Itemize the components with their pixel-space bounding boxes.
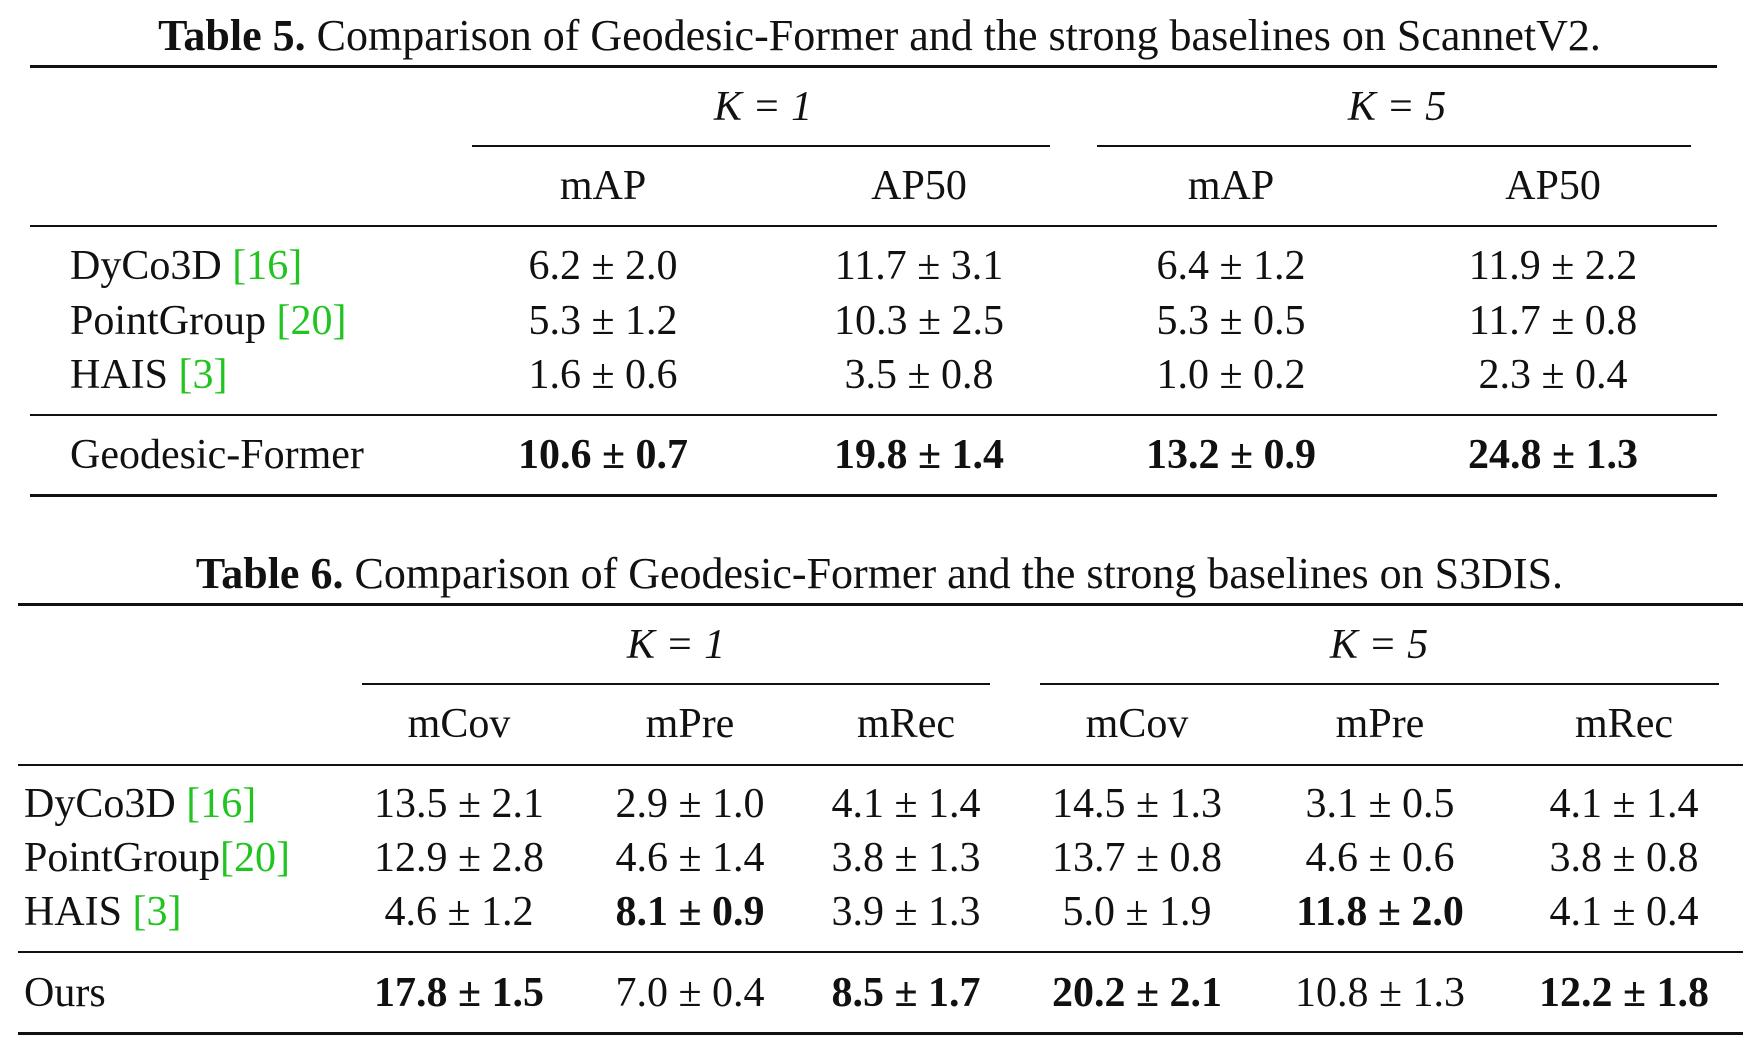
table5-row-method: HAIS [3] bbox=[70, 354, 228, 396]
table5-row-method: DyCo3D [16] bbox=[70, 245, 302, 287]
table6-cell: 5.0 ± 1.9 bbox=[1062, 889, 1212, 935]
table5-group-k5: K = 5 bbox=[1347, 84, 1447, 130]
table5-ours-cell: 19.8 ± 1.4 bbox=[833, 432, 1005, 478]
table6-ours-cell: 10.8 ± 1.3 bbox=[1294, 970, 1466, 1016]
table6-col-header: mPre bbox=[1335, 701, 1425, 747]
table6-bottom-rule bbox=[18, 1032, 1743, 1035]
citation-link[interactable]: [3] bbox=[178, 352, 228, 398]
table6-cell: 4.6 ± 1.2 bbox=[384, 889, 534, 935]
table5-cell: 1.6 ± 0.6 bbox=[528, 352, 678, 398]
table5-caption-text: Comparison of Geodesic-Former and the st… bbox=[316, 11, 1601, 60]
method-name: DyCo3D bbox=[70, 243, 222, 289]
table6-label: Table 6. bbox=[195, 549, 344, 598]
table6-col-header: mRec bbox=[857, 701, 955, 747]
table6-top-rule bbox=[18, 603, 1743, 606]
table6-caption-text: Comparison of Geodesic-Former and the st… bbox=[354, 549, 1564, 598]
table6-col-header: mCov bbox=[1085, 701, 1189, 747]
table5-header-rule bbox=[30, 225, 1717, 227]
table5-row-method: PointGroup [20] bbox=[70, 300, 347, 342]
table5-cmidrule-k5 bbox=[1097, 145, 1691, 147]
table5-cell: 5.3 ± 1.2 bbox=[528, 298, 678, 344]
table6-cell: 4.6 ± 1.4 bbox=[615, 835, 765, 881]
method-name: PointGroup bbox=[24, 835, 221, 881]
table5-cmidrule-k1 bbox=[472, 145, 1050, 147]
table6-cmidrule-k1 bbox=[362, 683, 990, 685]
table6-cell: 4.1 ± 0.4 bbox=[1549, 889, 1699, 935]
table6-ours-cell-best: 20.2 ± 2.1 bbox=[1051, 970, 1223, 1016]
table5-cell: 11.7 ± 0.8 bbox=[1468, 298, 1638, 344]
method-name: PointGroup bbox=[70, 298, 267, 344]
table5-col-header: AP50 bbox=[871, 163, 967, 209]
table5-ours-cell: 24.8 ± 1.3 bbox=[1467, 432, 1639, 478]
table6-ours-cell-best: 12.2 ± 1.8 bbox=[1538, 970, 1710, 1016]
table5-group-k1: K = 1 bbox=[713, 84, 813, 130]
table6-cell: 3.8 ± 0.8 bbox=[1549, 835, 1699, 881]
table6-cmidrule-k5 bbox=[1040, 683, 1719, 685]
table6-row-method: HAIS [3] bbox=[24, 891, 182, 933]
table6-group-k5: K = 5 bbox=[1329, 622, 1429, 668]
table6-mid-rule bbox=[18, 951, 1743, 953]
table6-header-rule bbox=[18, 764, 1743, 766]
table6-ours-cell-best: 8.5 ± 1.7 bbox=[831, 970, 981, 1016]
method-name: HAIS bbox=[24, 889, 123, 935]
table5-top-rule bbox=[30, 65, 1717, 68]
table6-row-method: DyCo3D [16] bbox=[24, 783, 256, 825]
table6-cell: 14.5 ± 1.3 bbox=[1051, 781, 1223, 827]
table6-cell: 2.9 ± 1.0 bbox=[615, 781, 765, 827]
table6-cell: 13.7 ± 0.8 bbox=[1051, 835, 1223, 881]
table6-ours-method: Ours bbox=[24, 970, 106, 1016]
citation-link[interactable]: [20] bbox=[276, 298, 347, 344]
table6-cell: 4.6 ± 0.6 bbox=[1305, 835, 1455, 881]
citation-link[interactable]: [3] bbox=[132, 889, 182, 935]
table5-col-header: mAP bbox=[559, 163, 647, 209]
table6-cell-best: 11.8 ± 2.0 bbox=[1296, 889, 1464, 935]
table6-group-k1: K = 1 bbox=[626, 622, 726, 668]
table5-label: Table 5. bbox=[158, 11, 306, 60]
table6-cell-best: 8.1 ± 0.9 bbox=[615, 889, 765, 935]
table5-caption: Table 5. Comparison of Geodesic-Former a… bbox=[0, 14, 1759, 58]
method-name: HAIS bbox=[70, 352, 169, 398]
table6-cell: 12.9 ± 2.8 bbox=[373, 835, 545, 881]
table5-cell: 2.3 ± 0.4 bbox=[1478, 352, 1628, 398]
table5-col-header: AP50 bbox=[1505, 163, 1601, 209]
table6-row-method: PointGroup[20] bbox=[24, 837, 290, 879]
table6-col-header: mRec bbox=[1575, 701, 1673, 747]
table5-ours-cell: 13.2 ± 0.9 bbox=[1145, 432, 1317, 478]
table5-cell: 1.0 ± 0.2 bbox=[1156, 352, 1306, 398]
table5-cell: 11.7 ± 3.1 bbox=[834, 243, 1004, 289]
table6-ours-cell-best: 17.8 ± 1.5 bbox=[373, 970, 545, 1016]
citation-link[interactable]: [16] bbox=[186, 781, 257, 827]
table6-caption: Table 6. Comparison of Geodesic-Former a… bbox=[0, 552, 1759, 596]
table5-cell: 11.9 ± 2.2 bbox=[1468, 243, 1638, 289]
table5-cell: 5.3 ± 0.5 bbox=[1156, 298, 1306, 344]
method-name: DyCo3D bbox=[24, 781, 176, 827]
table6-cell: 3.1 ± 0.5 bbox=[1305, 781, 1455, 827]
table5-cell: 10.3 ± 2.5 bbox=[833, 298, 1005, 344]
table6-cell: 4.1 ± 1.4 bbox=[1549, 781, 1699, 827]
table6-col-header: mCov bbox=[407, 701, 511, 747]
table6-cell: 13.5 ± 2.1 bbox=[373, 781, 545, 827]
citation-link[interactable]: [20] bbox=[220, 835, 291, 881]
table5-ours-cell: 10.6 ± 0.7 bbox=[517, 432, 689, 478]
table6-cell: 4.1 ± 1.4 bbox=[831, 781, 981, 827]
table5-mid-rule bbox=[30, 414, 1717, 416]
table5-cell: 6.4 ± 1.2 bbox=[1156, 243, 1306, 289]
table5-cell: 3.5 ± 0.8 bbox=[844, 352, 994, 398]
table5-ours-method: Geodesic-Former bbox=[70, 432, 364, 478]
table6-ours-cell: 7.0 ± 0.4 bbox=[615, 970, 765, 1016]
table5-col-header: mAP bbox=[1187, 163, 1275, 209]
table5-bottom-rule bbox=[30, 494, 1717, 497]
table6-col-header: mPre bbox=[645, 701, 735, 747]
citation-link[interactable]: [16] bbox=[232, 243, 303, 289]
table5-cell: 6.2 ± 2.0 bbox=[528, 243, 678, 289]
table6-cell: 3.8 ± 1.3 bbox=[831, 835, 981, 881]
table6-cell: 3.9 ± 1.3 bbox=[831, 889, 981, 935]
